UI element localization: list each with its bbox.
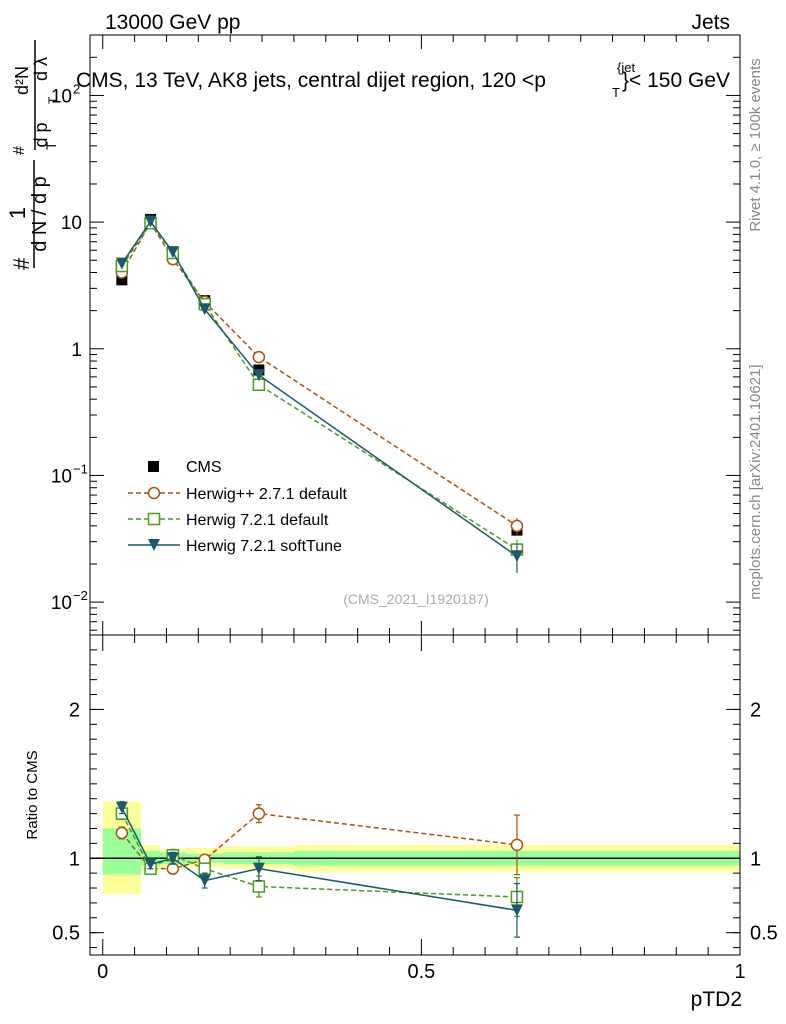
legend-marker-herwig7-softtune: [148, 539, 160, 551]
herwig-7-2-1-softtune-point: [144, 215, 157, 228]
ratio-y-tick-label: 2: [69, 699, 80, 721]
ratio-ticks: 0.5 0.51 12 20 0.5 1: [52, 635, 778, 983]
y-tick-exponent: −2: [73, 588, 88, 603]
herwig-7-2-1-softtune-point: [252, 369, 265, 382]
ratio-series-herwig-7-2-1-softtune: [115, 801, 523, 938]
herwig-2-7-1-default-ratio-point: [510, 838, 524, 852]
rivet-version-label: Rivet 4.1.0, ≥ 100k events: [747, 58, 764, 231]
legend-label-cms: CMS: [186, 459, 222, 476]
title-sub: T: [612, 85, 620, 100]
legend-marker-cms: [148, 461, 159, 472]
herwig-2-7-1-default-point: [252, 350, 266, 364]
herwig-7-2-1-softtune-point: [198, 303, 211, 316]
herwig-7-2-1-softtune-point: [510, 550, 523, 563]
legend-marker-herwig7-default: [147, 512, 161, 526]
header-left: 13000 GeV pp: [105, 11, 240, 34]
x-tick-label: 0.5: [407, 961, 435, 983]
legend-label-herwigpp: Herwig++ 2.7.1 default: [186, 486, 348, 503]
herwig-2-7-1-default-point: [510, 519, 524, 533]
herwig-7-2-1-default-ratio-point: [198, 862, 211, 875]
title-tail: }< 150 GeV: [622, 69, 730, 92]
ylabel-den: d N / d p: [29, 176, 51, 252]
herwig-7-2-1-softtune-ratio-line: [121, 807, 518, 912]
series-herwig-7-2-1-default: [115, 216, 524, 562]
ylabel-d2n: d²N: [12, 66, 32, 95]
legend-item-cms: CMS: [148, 459, 222, 476]
x-tick-label: 1: [734, 961, 745, 983]
title-main: CMS, 13 TeV, AK8 jets, central dijet reg…: [76, 69, 546, 92]
ratio-panel: 0.5 0.51 12 20 0.5 1 Ratio to CMS pTD2: [24, 634, 778, 1011]
y-tick-label: 10: [51, 593, 72, 614]
ratio-y-tick-label-right: 1: [750, 848, 761, 870]
ratio-y-tick-label-right: 0.5: [750, 923, 778, 945]
mcplots-label: mcplots.cern.ch [arXiv:2401.10621]: [747, 364, 764, 599]
main-y-label: # 1 d N / d p T # d²N d p T d λ: [5, 40, 60, 270]
title-sup: {jet: [617, 60, 635, 75]
ratio-y-tick-label: 0.5: [52, 923, 80, 945]
herwig-2-7-1-default-ratio-line: [121, 812, 518, 870]
herwig-7-2-1-softtune-ratio-point: [510, 904, 523, 917]
y-tick-exponent: 2: [73, 81, 80, 96]
ratio-bands: [102, 801, 740, 894]
legend-marker-herwigpp: [147, 486, 161, 500]
y-tick-label: 10: [61, 213, 82, 234]
legend-item-herwig7-softtune: Herwig 7.2.1 softTune: [128, 538, 342, 555]
herwig-7-2-1-softtune-ratio-point: [166, 852, 179, 865]
herwig-2-7-1-default-ratio-point: [115, 826, 129, 840]
herwig-7-2-1-softtune-ratio-point: [115, 801, 128, 814]
ratio-series: [115, 801, 524, 938]
y-tick-label: 10: [51, 466, 72, 487]
herwig-7-2-1-default-line: [121, 221, 518, 551]
ratio-y-tick-label-right: 2: [750, 699, 761, 721]
x-axis-label: pTD2: [691, 988, 742, 1011]
ylabel-dpt-T: T: [46, 96, 60, 104]
herwig-7-2-1-softtune-ratio-point: [252, 862, 265, 875]
ylabel-den-T: T: [43, 141, 59, 150]
header-right: Jets: [691, 11, 730, 34]
ratio-y-label: Ratio to CMS: [24, 750, 41, 839]
herwig-7-2-1-softtune-point: [115, 257, 128, 270]
ylabel-dpt: d p: [31, 122, 51, 147]
y-tick-label: 1: [71, 340, 82, 361]
main-title: CMS, 13 TeV, AK8 jets, central dijet reg…: [76, 60, 730, 100]
ratio-frame: [89, 634, 741, 956]
herwig-2-7-1-default-ratio-point: [166, 862, 180, 875]
herwig-2-7-1-default-ratio-point: [252, 807, 266, 820]
series-herwig-7-2-1-softtune: [115, 215, 523, 573]
y-tick-exponent: −1: [73, 461, 88, 476]
herwig-7-2-1-softtune-ratio-point: [144, 858, 157, 871]
legend: CMS Herwig++ 2.7.1 default Herwig 7.2.1 …: [128, 459, 348, 555]
ylabel-hash-1: #: [9, 257, 34, 270]
x-tick-label: 0: [97, 961, 108, 983]
cms-point: [116, 274, 128, 286]
legend-item-herwig7-default: Herwig 7.2.1 default: [128, 512, 329, 529]
herwig-7-2-1-softtune-point: [166, 246, 179, 259]
legend-label-herwig7-softtune: Herwig 7.2.1 softTune: [186, 538, 342, 555]
ratio-y-tick-label: 1: [69, 848, 80, 870]
herwig-7-2-1-default-ratio-point: [252, 880, 266, 893]
herwig-2-7-1-default-line: [121, 221, 518, 527]
ylabel-hash-2: #: [11, 146, 28, 155]
analysis-watermark: (CMS_2021_I1920187): [343, 591, 489, 607]
legend-label-herwig7-default: Herwig 7.2.1 default: [186, 512, 329, 529]
main-series: [115, 213, 524, 573]
legend-item-herwigpp: Herwig++ 2.7.1 default: [128, 486, 348, 503]
ylabel-one: 1: [5, 207, 30, 219]
herwig-7-2-1-softtune-line: [121, 220, 518, 557]
herwig-7-2-1-softtune-ratio-point: [198, 874, 211, 887]
ylabel-dlam: d λ: [31, 57, 51, 81]
y-tick-label: 10: [51, 86, 72, 107]
